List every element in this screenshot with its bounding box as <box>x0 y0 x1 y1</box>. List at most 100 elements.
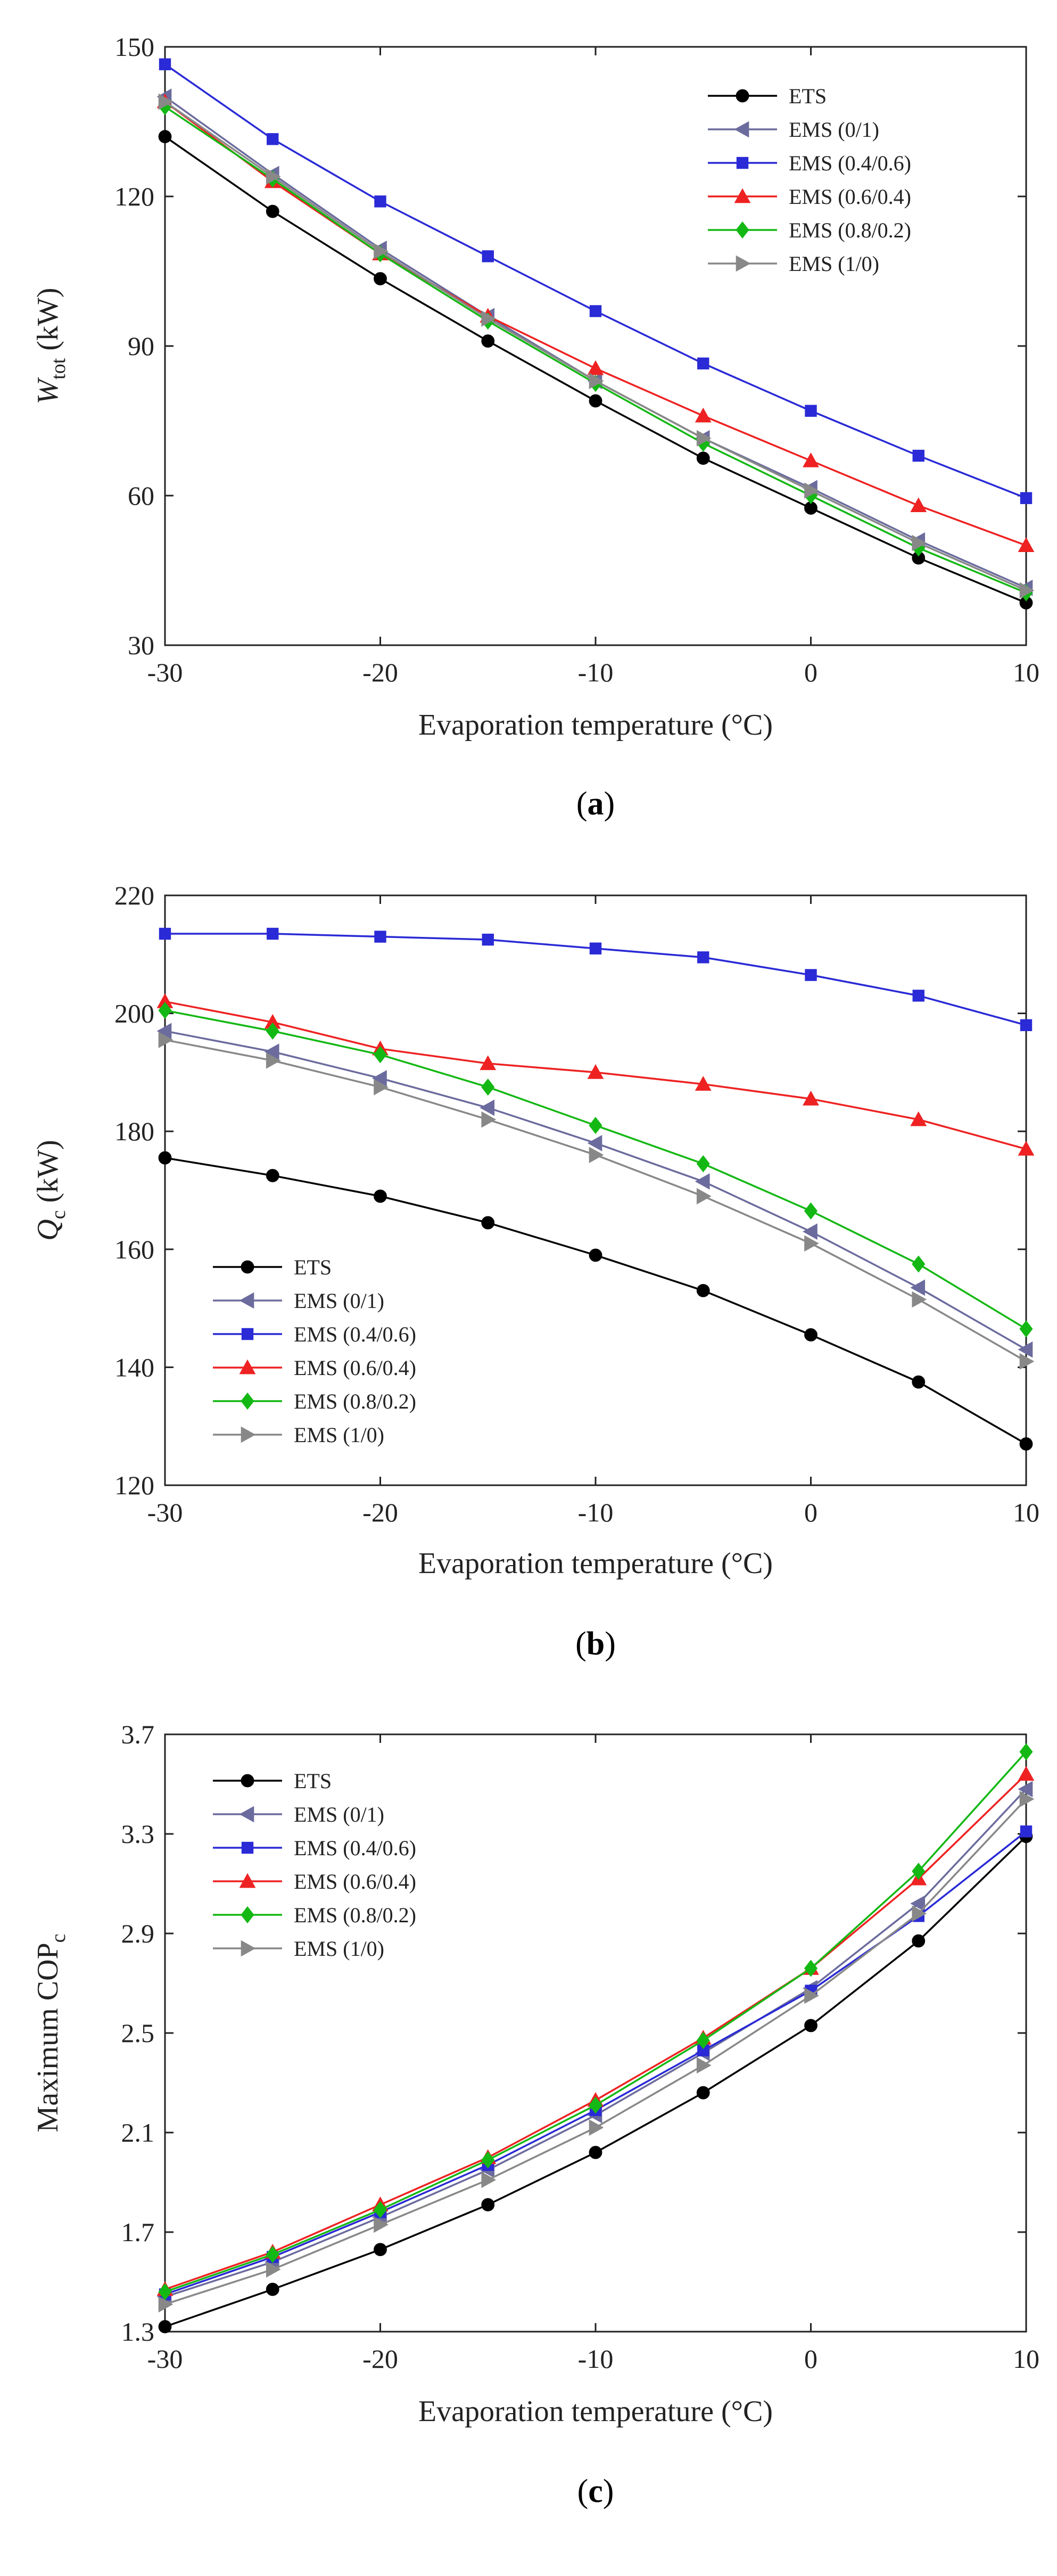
y-axis-label-subscript: c <box>47 1933 70 1943</box>
panel-label: (c) <box>577 2473 614 2509</box>
data-point <box>374 272 387 285</box>
data-point <box>158 1001 172 1019</box>
data-point <box>910 1895 926 1912</box>
x-tick-label: -20 <box>362 657 398 687</box>
data-point <box>589 373 604 389</box>
data-point <box>803 1223 817 1240</box>
legend-label: EMS (1/0) <box>789 252 879 276</box>
series-0 <box>158 130 1033 610</box>
x-tick-label: 0 <box>804 2344 817 2374</box>
data-point <box>266 168 281 185</box>
series-5 <box>158 1032 1035 1370</box>
data-point <box>910 1279 926 1296</box>
y-tick-label: 200 <box>114 999 154 1028</box>
y-tick-label: 1.3 <box>121 2317 155 2347</box>
data-point <box>1020 1019 1033 1031</box>
y-tick-label: 1.7 <box>121 2217 155 2247</box>
data-point <box>266 2245 279 2264</box>
legend-marker <box>239 1292 254 1309</box>
series-line <box>164 1788 1027 2298</box>
x-axis-label: Evaporation temperature (°C) <box>418 709 773 742</box>
series-1 <box>156 1023 1033 1358</box>
data-point <box>158 2296 174 2312</box>
y-axis-label: Wtot (kW) <box>31 288 70 405</box>
panel-label: (a) <box>576 786 615 822</box>
series-2 <box>159 1825 1033 2301</box>
data-point <box>158 130 172 144</box>
data-point <box>158 2320 172 2334</box>
data-point <box>696 434 710 452</box>
x-tick-label: -20 <box>362 2344 398 2374</box>
data-point <box>695 407 712 423</box>
chart-panel-a: -30 -20 -10 0 10 30 60 90 120 150 Evaporation temp… <box>31 32 1039 822</box>
data-point <box>805 405 817 417</box>
x-tick-label: -30 <box>147 1497 183 1527</box>
data-point <box>374 195 386 208</box>
data-point <box>1018 1141 1035 1156</box>
x-tick-label: -10 <box>578 2344 614 2374</box>
data-point <box>912 1291 927 1308</box>
data-point <box>374 1189 387 1203</box>
data-point <box>374 2243 387 2257</box>
data-point <box>266 1168 279 1182</box>
legend-label: EMS (0/1) <box>294 1803 384 1826</box>
data-point <box>1020 1825 1033 1838</box>
data-point <box>156 993 174 1008</box>
data-point <box>589 1147 604 1163</box>
data-point <box>804 487 818 505</box>
data-point <box>481 1111 497 1128</box>
data-point <box>912 539 926 557</box>
data-point <box>804 2019 817 2032</box>
data-point <box>912 990 924 1002</box>
legend-marker <box>239 1359 256 1375</box>
series-line <box>164 1009 1027 1330</box>
data-point <box>1019 1353 1035 1370</box>
legend-marker <box>736 89 749 103</box>
legend-label: EMS (0.6/0.4) <box>294 1870 416 1894</box>
data-point <box>1019 1437 1033 1451</box>
data-point <box>696 2086 710 2100</box>
legend: ETS EMS (0/1) EMS (0.4/0.6) EMS (0.6/0.4) EM… <box>708 84 911 276</box>
data-point <box>804 482 819 499</box>
legend: ETS EMS (0/1) EMS (0.4/0.6) EMS (0.6/0.4) EM… <box>213 1769 416 1961</box>
plot-area-frame <box>164 46 1027 646</box>
data-point <box>481 310 497 327</box>
x-tick-label: 0 <box>804 657 817 687</box>
series-3 <box>156 1766 1035 2296</box>
data-point <box>1018 1766 1035 1781</box>
series-2 <box>159 927 1033 1031</box>
data-point <box>156 1023 172 1040</box>
data-point <box>589 1117 602 1134</box>
data-point <box>159 927 171 940</box>
x-tick-label: 10 <box>1013 1497 1039 1527</box>
y-tick-label: 30 <box>128 630 154 660</box>
data-point <box>696 2031 710 2050</box>
data-point <box>481 2171 497 2188</box>
legend-label: EMS (1/0) <box>294 1423 384 1447</box>
data-point <box>480 1055 497 1071</box>
data-point <box>910 497 927 513</box>
data-point <box>587 1134 602 1151</box>
series-2 <box>159 58 1033 504</box>
data-point <box>1019 1320 1033 1338</box>
y-tick-label: 120 <box>114 1470 154 1500</box>
data-point <box>803 1090 819 1106</box>
data-point <box>697 2044 709 2056</box>
data-point <box>589 942 602 954</box>
data-point <box>912 449 924 462</box>
y-axis-label-main: Maximum COP <box>31 1943 64 2132</box>
data-point <box>266 1052 281 1069</box>
x-tick-label: -10 <box>578 1497 614 1527</box>
data-point <box>480 1099 495 1116</box>
data-point <box>589 2146 602 2159</box>
series-5 <box>158 93 1035 599</box>
data-point <box>589 2119 604 2136</box>
legend-marker <box>239 1873 256 1888</box>
data-point <box>481 2151 495 2169</box>
data-point <box>912 534 927 552</box>
legend-marker <box>241 1260 254 1274</box>
chart-panel-b: -30 -20 -10 0 10 120 140 160 180 200 220 Evaporatio… <box>31 880 1039 1662</box>
legend-marker <box>241 1426 256 1443</box>
data-point <box>589 1248 602 1262</box>
series-4 <box>158 1001 1033 1338</box>
